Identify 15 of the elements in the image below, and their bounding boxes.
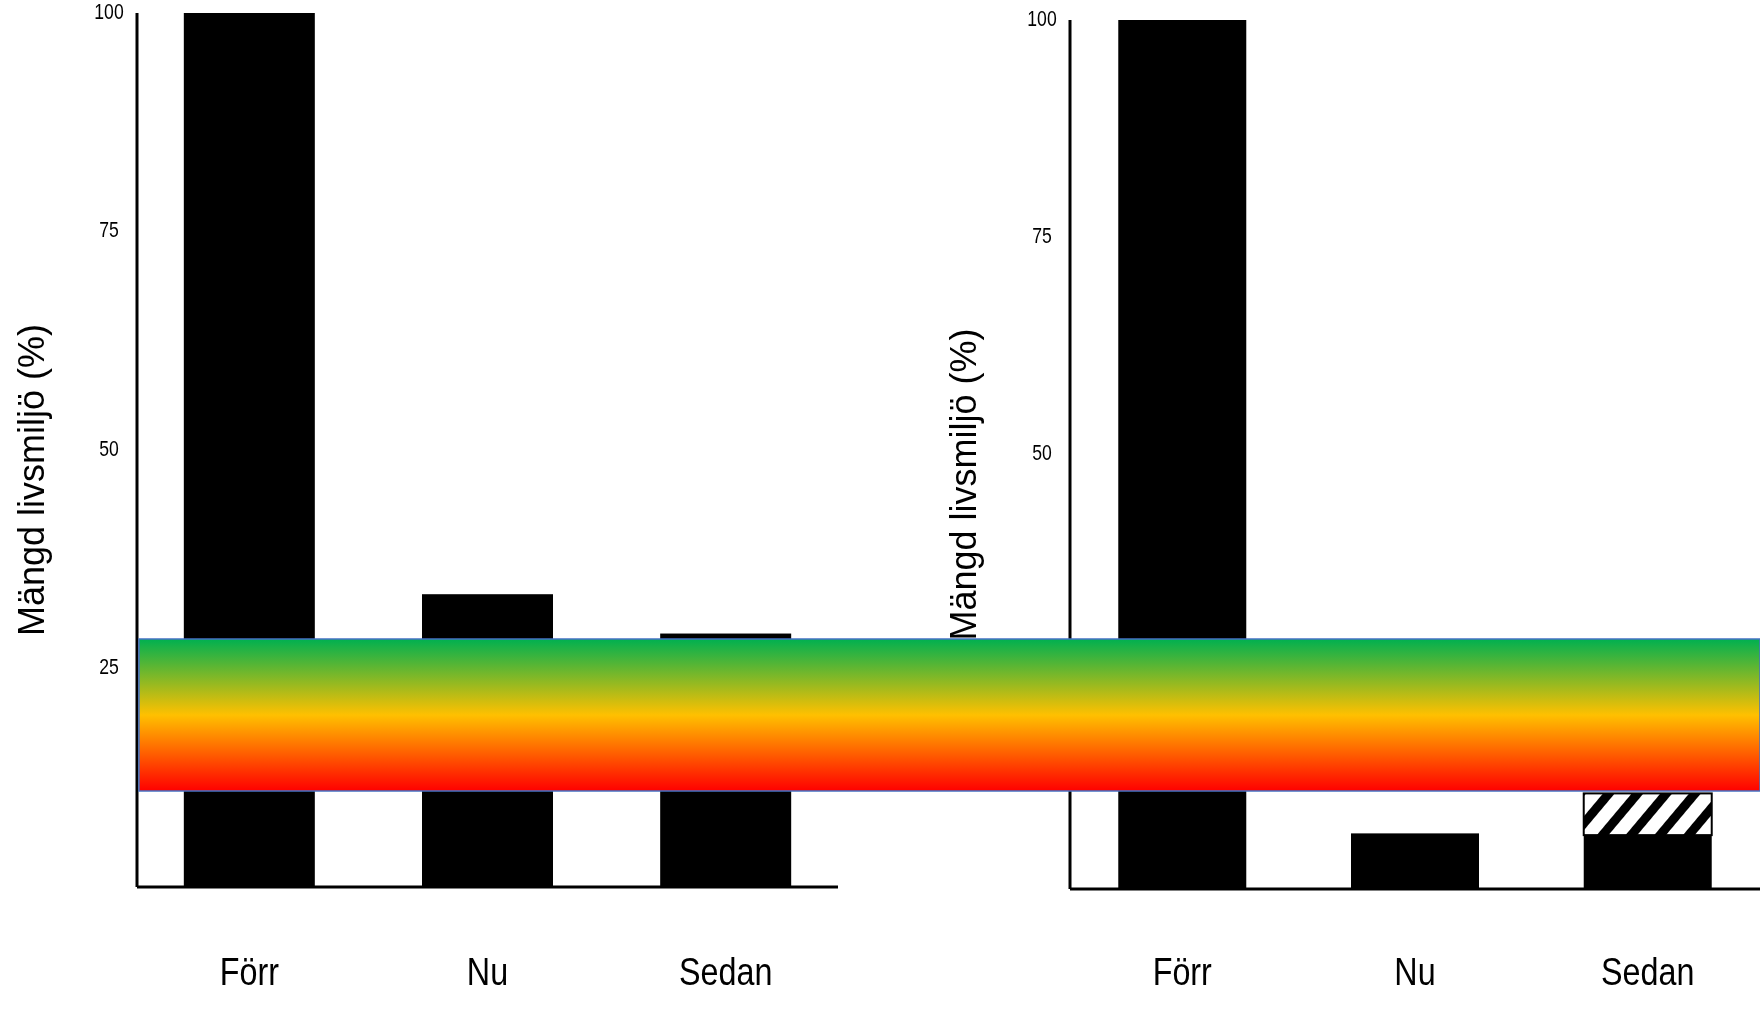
x-tick-label: Nu bbox=[1394, 950, 1436, 993]
y-axis-title: Mängd livsmiljö (%) bbox=[942, 328, 984, 641]
y-tick-label: 50 bbox=[1032, 440, 1052, 465]
y-tick-label: 75 bbox=[99, 217, 119, 242]
y-tick-label: 100 bbox=[94, 0, 124, 24]
x-tick-label: Förr bbox=[1152, 950, 1213, 993]
x-tick-label: Sedan bbox=[679, 950, 773, 993]
y-tick-label: 100 bbox=[1027, 5, 1057, 31]
x-tick-label: Sedan bbox=[1601, 950, 1695, 993]
y-tick-label: 25 bbox=[99, 654, 119, 679]
y-tick-label: 75 bbox=[1032, 223, 1052, 248]
y-tick-label: 50 bbox=[99, 435, 119, 461]
y-axis-title: Mängd livsmiljö (%) bbox=[10, 323, 52, 637]
x-tick-label: Nu bbox=[466, 950, 509, 993]
x-tick-label: Förr bbox=[219, 950, 280, 993]
